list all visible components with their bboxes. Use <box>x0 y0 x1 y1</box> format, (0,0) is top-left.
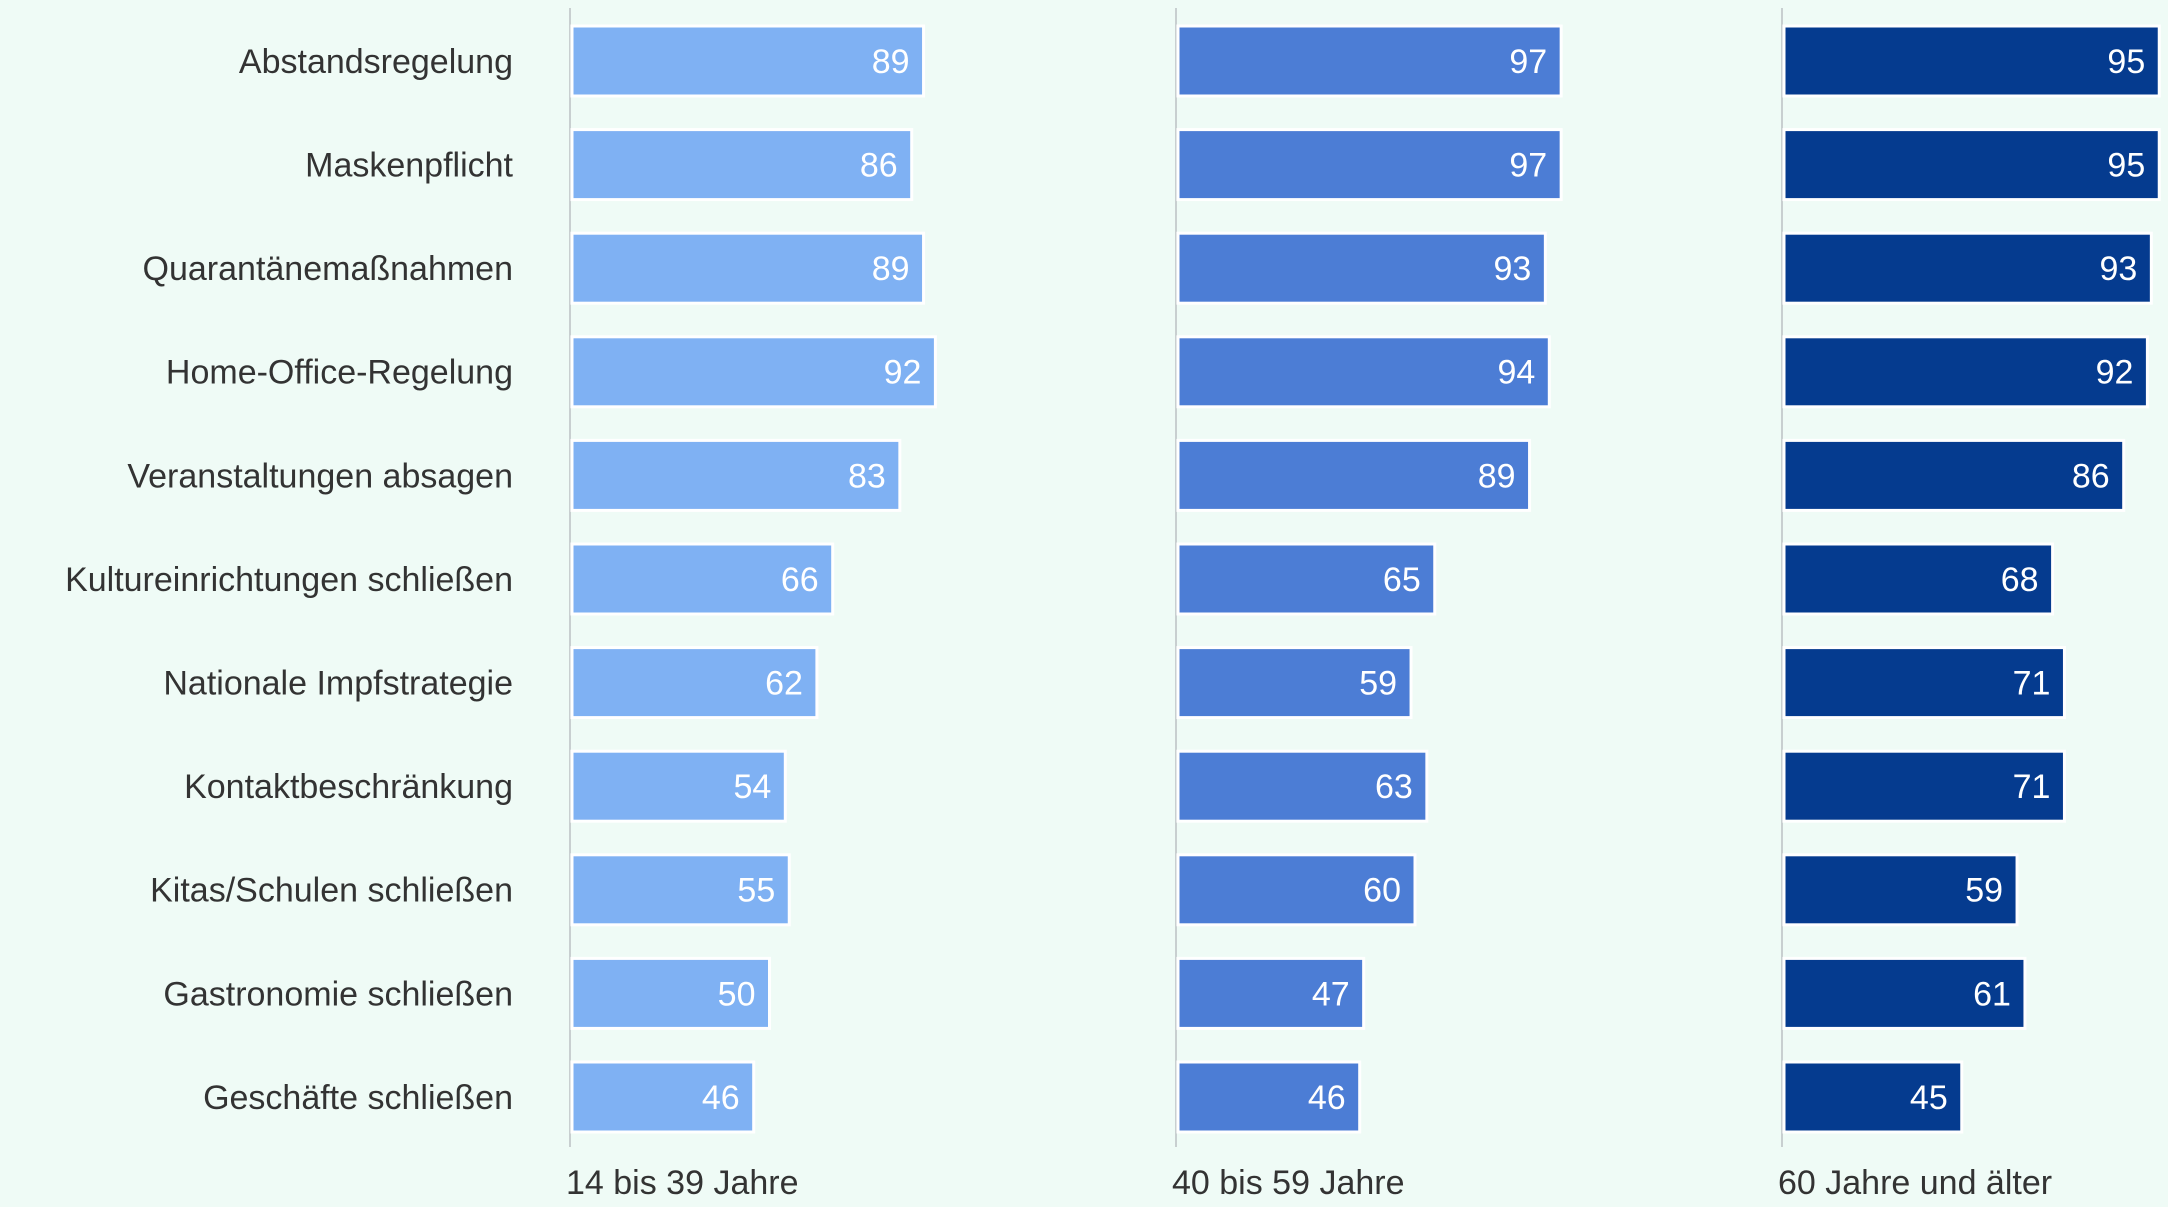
data-label: 54 <box>733 768 771 806</box>
data-label: 97 <box>1509 43 1547 81</box>
bar <box>1782 128 2161 202</box>
bar <box>1176 231 1547 305</box>
data-label: 68 <box>2001 561 2039 599</box>
category-label: Veranstaltungen absagen <box>127 457 513 495</box>
bar <box>1176 956 1366 1030</box>
bar <box>1782 24 2161 98</box>
data-label: 95 <box>2107 147 2145 185</box>
bar <box>570 542 835 616</box>
data-label: 94 <box>1497 354 1535 392</box>
bar <box>570 956 771 1030</box>
bar <box>1782 956 2027 1030</box>
data-label: 93 <box>2100 250 2138 288</box>
panel-series-2: 95 95 93 92 86 68 71 71 59 61 45 60 Jahre und älter <box>1778 8 2161 1202</box>
bar <box>1176 335 1551 409</box>
category-label: Kontaktbeschränkung <box>184 768 513 806</box>
category-labels: Abstandsregelung Maskenpflicht Quarantänem… <box>65 43 513 1117</box>
bar <box>570 646 819 720</box>
data-label: 59 <box>1965 872 2003 910</box>
bar <box>1176 853 1417 927</box>
data-label: 95 <box>2107 43 2145 81</box>
bar <box>1176 1060 1362 1134</box>
bar <box>1176 438 1532 512</box>
data-label: 63 <box>1375 768 1413 806</box>
bar <box>570 335 937 409</box>
data-label: 62 <box>765 665 803 703</box>
data-label: 93 <box>1494 250 1532 288</box>
data-label: 92 <box>884 354 922 392</box>
bar <box>1782 853 2019 927</box>
data-label: 50 <box>718 975 756 1013</box>
data-label: 65 <box>1383 561 1421 599</box>
category-label: Maskenpflicht <box>305 147 513 185</box>
data-label: 86 <box>2072 457 2110 495</box>
bar <box>570 24 926 98</box>
bar <box>1782 231 2153 305</box>
category-label: Gastronomie schließen <box>163 975 513 1013</box>
data-label: 89 <box>872 250 910 288</box>
bar <box>1782 1060 1964 1134</box>
bar <box>1176 24 1563 98</box>
data-label: 89 <box>872 43 910 81</box>
data-label: 46 <box>1308 1079 1346 1117</box>
data-label: 83 <box>848 457 886 495</box>
category-label: Nationale Impfstrategie <box>163 665 513 703</box>
series-label: 40 bis 59 Jahre <box>1172 1164 1405 1202</box>
bar <box>570 128 914 202</box>
data-label: 97 <box>1509 147 1547 185</box>
bar <box>570 749 787 823</box>
data-label: 47 <box>1312 975 1350 1013</box>
series-label: 60 Jahre und älter <box>1778 1164 2052 1202</box>
bar <box>1782 749 2066 823</box>
data-label: 61 <box>1973 975 2011 1013</box>
data-label: 71 <box>2013 768 2051 806</box>
data-label: 71 <box>2013 665 2051 703</box>
data-label: 66 <box>781 561 819 599</box>
data-label: 60 <box>1363 872 1401 910</box>
bar <box>570 1060 756 1134</box>
bar <box>570 853 791 927</box>
data-label: 46 <box>702 1079 740 1117</box>
bar <box>1782 542 2055 616</box>
bar <box>570 231 926 305</box>
category-label: Home-Office-Regelung <box>166 354 513 392</box>
category-label: Quarantänemaßnahmen <box>143 250 513 288</box>
category-label: Geschäfte schließen <box>203 1079 513 1117</box>
bar <box>1176 542 1437 616</box>
bar <box>1176 128 1563 202</box>
category-label: Abstandsregelung <box>239 43 513 81</box>
data-label: 92 <box>2096 354 2134 392</box>
series-label: 14 bis 39 Jahre <box>566 1164 799 1202</box>
data-label: 45 <box>1910 1079 1948 1117</box>
category-label: Kultureinrichtungen schließen <box>65 561 513 599</box>
bar <box>1176 646 1413 720</box>
bar <box>1176 749 1429 823</box>
data-label: 59 <box>1359 665 1397 703</box>
data-label: 86 <box>860 147 898 185</box>
panel-series-1: 97 97 93 94 89 65 59 63 60 47 46 40 bis 59 Jahre <box>1172 8 1563 1202</box>
data-label: 89 <box>1478 457 1516 495</box>
bar <box>570 438 902 512</box>
panel-series-0: 89 86 89 92 83 66 62 54 55 50 46 14 bis 39 Jahre <box>566 8 937 1202</box>
bar <box>1782 438 2126 512</box>
data-label: 55 <box>737 872 775 910</box>
bar <box>1782 646 2066 720</box>
bar <box>1782 335 2149 409</box>
category-label: Kitas/Schulen schließen <box>150 872 513 910</box>
